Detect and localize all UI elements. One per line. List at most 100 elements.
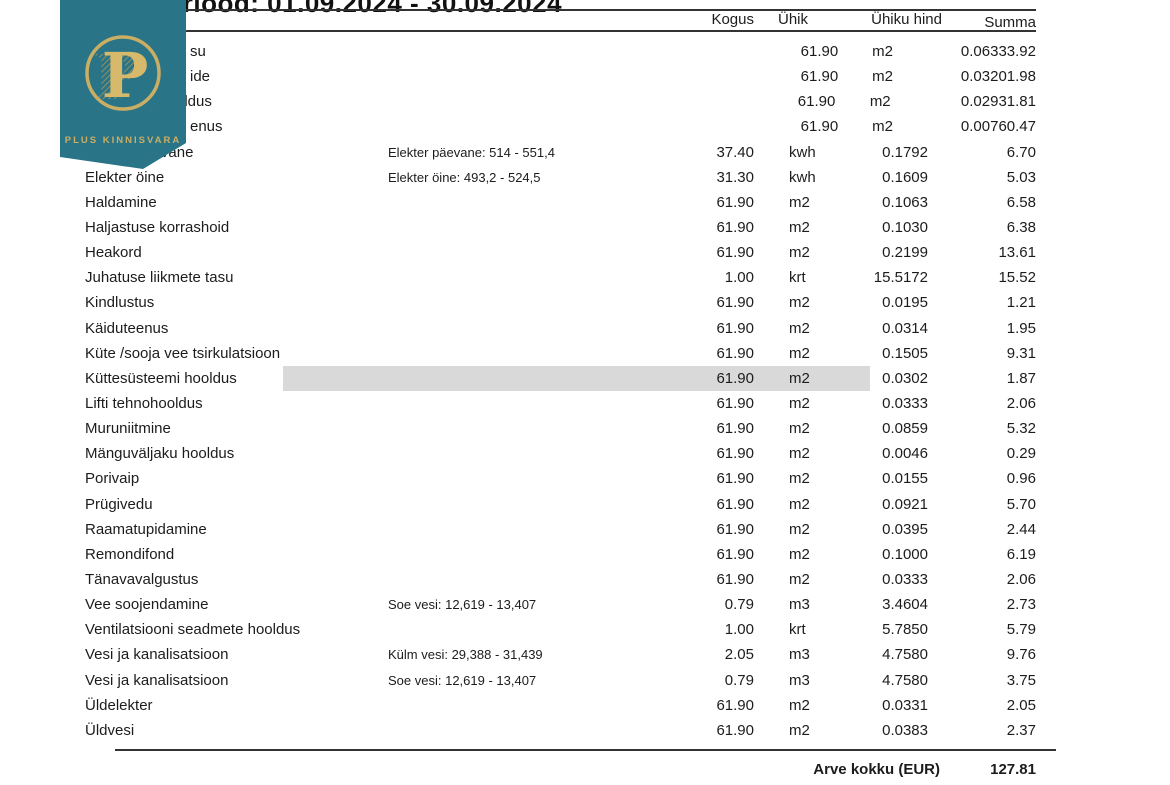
item-name: Küte /sooja vee tsirkulatsioon: [85, 344, 281, 362]
item-unit: m2: [789, 193, 810, 211]
table-row: Üldelekter 61.90 m2 0.0331 2.05: [85, 693, 1036, 718]
item-meter-note: [388, 316, 655, 341]
item-sum: 6.70: [1006, 143, 1036, 161]
item-quantity: 61.90: [797, 93, 836, 111]
item-unit-price: 0.1000: [882, 545, 928, 563]
item-sum: 1.98: [1006, 68, 1036, 86]
item-name: Muruniitmine: [85, 420, 171, 438]
item-meter-note: Külm vesi: 29,388 - 31,439: [388, 647, 543, 663]
column-gap: [754, 366, 789, 391]
item-unit-price: 0.0383: [882, 721, 928, 739]
item-sum: 6.38: [1006, 218, 1036, 236]
table-row: Vee soojendamine Soe vesi: 12,619 - 13,4…: [85, 592, 1036, 617]
item-meter-note: [388, 290, 655, 315]
item-name: Remondifond: [85, 545, 175, 563]
item-name: Haldamine: [85, 193, 157, 211]
item-unit-price: 5.7850: [882, 621, 928, 639]
item-sum: 9.76: [1006, 646, 1036, 664]
item-sum: 6.58: [1006, 193, 1036, 211]
item-name: Vee soojendamine: [85, 596, 209, 614]
column-gap: [754, 642, 789, 667]
item-name: enus: [190, 118, 223, 136]
column-gap: [754, 290, 789, 315]
column-gap: [754, 190, 789, 215]
item-unit-price: 0.1505: [882, 344, 928, 362]
column-gap: [838, 64, 872, 89]
table-row: Mänguväljaku hooldus 61.90 m2 0.0046 0.2…: [85, 441, 1036, 466]
item-unit-price: 0.2199: [882, 244, 928, 262]
table-header-rule: [127, 30, 1036, 32]
table-row: Elekter öine Elekter öine: 493,2 - 524,5…: [85, 165, 1036, 190]
table-row: Prügivedu 61.90 m2 0.0921 5.70: [85, 492, 1036, 517]
column-header-unit: Ühik: [778, 11, 809, 28]
column-gap: [754, 592, 789, 617]
item-meter-note: [388, 718, 655, 743]
item-meter-note: Elekter öine: 493,2 - 524,5: [388, 169, 541, 185]
column-gap: [754, 542, 789, 567]
item-quantity: 61.90: [716, 319, 754, 337]
item-meter-note: [388, 215, 655, 240]
item-unit: m2: [789, 394, 810, 412]
table-row: Vesi ja kanalisatsioon Külm vesi: 29,388…: [85, 642, 1036, 667]
item-quantity: 61.90: [716, 445, 754, 463]
item-quantity: 61.90: [716, 495, 754, 513]
column-gap: [754, 517, 789, 542]
item-unit: m2: [869, 93, 891, 111]
item-unit-price: 0.0859: [882, 420, 928, 438]
item-meter-note: [388, 240, 655, 265]
item-meter-note: [388, 265, 655, 290]
item-sum: 13.61: [998, 244, 1036, 262]
table-row: Haldamine 61.90 m2 0.1063 6.58: [85, 190, 1036, 215]
item-sum: 5.32: [1006, 420, 1036, 438]
item-name: Elekter öine: [85, 168, 165, 186]
logo-monogram-shadow: P: [93, 41, 140, 114]
item-unit-price: 0.0333: [882, 570, 928, 588]
item-quantity: 61.90: [716, 218, 754, 236]
item-name: Raamatupidamine: [85, 520, 207, 538]
item-quantity: 61.90: [716, 520, 754, 538]
item-quantity: 61.90: [716, 193, 754, 211]
item-sum: 2.37: [1006, 721, 1036, 739]
item-sum: 1.81: [1006, 93, 1036, 111]
item-unit-price: 0.0046: [882, 445, 928, 463]
column-gap: [754, 215, 789, 240]
item-unit-price: 0.0314: [882, 319, 928, 337]
table-row: Käiduteenus 61.90 m2 0.0314 1.95: [85, 316, 1036, 341]
item-unit: m2: [789, 218, 810, 236]
item-quantity: 37.40: [716, 143, 754, 161]
column-gap: [754, 567, 789, 592]
item-unit: krt: [789, 621, 806, 639]
item-name: Haljastuse korrashoid: [85, 218, 230, 236]
table-row: Küte /sooja vee tsirkulatsioon 61.90 m2 …: [85, 341, 1036, 366]
table-row: enus 61.90 m2 0.0076 0.47: [85, 114, 1036, 139]
table-row: Muruniitmine 61.90 m2 0.0859 5.32: [85, 416, 1036, 441]
invoice-total-value: 127.81: [990, 761, 1036, 778]
table-row: Vesi ja kanalisatsioon Soe vesi: 12,619 …: [85, 668, 1036, 693]
item-sum: 2.73: [1006, 596, 1036, 614]
item-name: Ventilatsiooni seadmete hooldus: [85, 621, 301, 639]
item-sum: 5.79: [1006, 621, 1036, 639]
item-quantity: 61.90: [716, 244, 754, 262]
item-meter-note: [484, 39, 743, 64]
item-sum: 1.95: [1006, 319, 1036, 337]
item-unit: m2: [789, 520, 810, 538]
item-unit-price: 0.1063: [882, 193, 928, 211]
logo-brand-text: PLUS KINNISVARA: [65, 135, 181, 146]
item-quantity: 61.90: [716, 394, 754, 412]
column-gap: [754, 416, 789, 441]
item-unit: kwh: [789, 168, 816, 186]
item-name: Tänavavalgustus: [85, 570, 199, 588]
item-unit: kwh: [789, 143, 816, 161]
item-unit: m2: [789, 696, 810, 714]
item-sum: 1.21: [1006, 294, 1036, 312]
table-row: su 61.90 m2 0.0633 3.92: [85, 39, 1036, 64]
table-row: Haljastuse korrashoid 61.90 m2 0.1030 6.…: [85, 215, 1036, 240]
item-sum: 9.31: [1006, 344, 1036, 362]
item-quantity: 61.90: [716, 696, 754, 714]
logo-monogram: P: [102, 39, 149, 112]
item-unit-price: 0.1030: [882, 218, 928, 236]
column-gap: [754, 668, 789, 693]
item-meter-note: [388, 542, 655, 567]
column-gap: [754, 466, 789, 491]
item-name: Küttesüsteemi hooldus: [85, 369, 237, 387]
